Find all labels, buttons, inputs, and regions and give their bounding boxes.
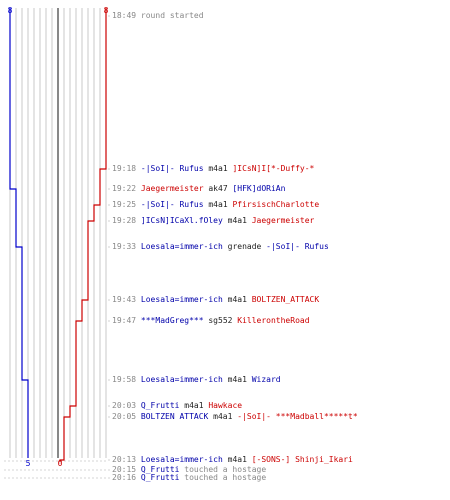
log-text: -|SoI|- Rufus xyxy=(266,242,329,251)
log-text: -|SoI|- Rufus xyxy=(140,164,204,173)
log-text: ]ICsN]I[*-Duffy-* xyxy=(232,164,315,173)
log-text: Jaegermeister xyxy=(140,184,204,193)
log-row: 19:25 -|SoI|- Rufus m4a1 PfirsischCharlo… xyxy=(112,200,319,210)
log-time: 19:43 xyxy=(112,295,137,304)
log-text: touched a hostage xyxy=(179,473,267,482)
log-row: 20:16 Q_Frutti touched a hostage xyxy=(112,473,266,483)
log-text: -|SoI|- ***Madball*****t* xyxy=(237,412,358,421)
log-text: m4a1 xyxy=(208,412,238,421)
log-text: Loesala=immer-ich xyxy=(140,375,223,384)
log-text: -|SoI|- Rufus xyxy=(140,200,204,209)
log-time: 20:03 xyxy=(112,401,137,410)
log-row: 20:03 Q_Frutti m4a1 Hawkace xyxy=(112,401,242,411)
log-row: 18:49 round started xyxy=(112,11,204,21)
chart-grid xyxy=(9,8,107,458)
log-text: Hawkace xyxy=(208,401,243,410)
log-text: m4a1 xyxy=(222,216,252,225)
log-text: m4a1 xyxy=(203,164,233,173)
log-text: m4a1 xyxy=(222,455,252,464)
log-row: 19:47 ***MadGreg*** sg552 KillerontheRoa… xyxy=(112,316,310,326)
log-time: 20:15 xyxy=(112,465,137,474)
log-text: ***MadGreg*** xyxy=(140,316,204,325)
log-text: m4a1 xyxy=(222,375,252,384)
red-start-label: 8 xyxy=(104,6,109,15)
log-text: round started xyxy=(140,11,204,20)
blue-start-label: 8 xyxy=(8,6,13,15)
blue-team-line xyxy=(9,8,29,458)
red-team-line xyxy=(59,8,107,462)
log-row: 19:22 Jaegermeister ak47 [HFK]dORiAn xyxy=(112,184,285,194)
log-text: [HFK]dORiAn xyxy=(232,184,286,193)
log-text: PfirsischCharlotte xyxy=(232,200,320,209)
log-time: 20:16 xyxy=(112,473,137,482)
log-text: Loesala=immer-ich xyxy=(140,295,223,304)
log-text: m4a1 xyxy=(203,200,233,209)
log-text: touched a hostage xyxy=(179,465,267,474)
log-time: 19:22 xyxy=(112,184,137,193)
log-row: 19:28 ]ICsN]ICaXl.fOley m4a1 Jaegermeist… xyxy=(112,216,314,226)
log-row: 19:18 -|SoI|- Rufus m4a1 ]ICsN]I[*-Duffy… xyxy=(112,164,314,174)
log-text: Q_Frutti xyxy=(140,401,180,410)
log-text: KillerontheRoad xyxy=(237,316,310,325)
log-row: 20:13 Loesala=immer-ich m4a1 [-SONS-] Sh… xyxy=(112,455,353,465)
red-end-label: 0 xyxy=(58,459,63,468)
log-text: [-SONS-] Shinji_Ikari xyxy=(251,455,353,464)
event-connector-lines xyxy=(4,15,110,479)
log-time: 19:18 xyxy=(112,164,137,173)
log-time: 20:13 xyxy=(112,455,137,464)
log-time: 19:33 xyxy=(112,242,137,251)
log-text: sg552 xyxy=(203,316,238,325)
log-time: 19:25 xyxy=(112,200,137,209)
log-text: Jaegermeister xyxy=(251,216,315,225)
log-text: BOLTZEN_ATTACK xyxy=(251,295,320,304)
log-row: 20:15 Q_Frutti touched a hostage xyxy=(112,465,266,475)
log-text: ak47 xyxy=(203,184,233,193)
log-text: Loesala=immer-ich xyxy=(140,242,223,251)
log-time: 20:05 xyxy=(112,412,137,421)
log-row: 19:33 Loesala=immer-ich grenade -|SoI|- … xyxy=(112,242,329,252)
log-text: Q_Frutti xyxy=(140,473,180,482)
log-text: m4a1 xyxy=(179,401,209,410)
blue-end-label: 5 xyxy=(26,459,31,468)
log-text: Loesala=immer-ich xyxy=(140,455,223,464)
log-time: 19:58 xyxy=(112,375,137,384)
log-text: ]ICsN]ICaXl.fOley xyxy=(140,216,223,225)
log-text: BOLTZEN ATTACK xyxy=(140,412,209,421)
log-text: Wizard xyxy=(251,375,281,384)
log-text: m4a1 xyxy=(222,295,252,304)
log-time: 19:28 xyxy=(112,216,137,225)
log-time: 19:47 xyxy=(112,316,137,325)
log-text: grenade xyxy=(222,242,267,251)
log-row: 19:58 Loesala=immer-ich m4a1 Wizard xyxy=(112,375,281,385)
log-text: Q_Frutti xyxy=(140,465,180,474)
log-row: 20:05 BOLTZEN ATTACK m4a1 -|SoI|- ***Mad… xyxy=(112,412,358,422)
log-row: 19:43 Loesala=immer-ich m4a1 BOLTZEN_ATT… xyxy=(112,295,319,305)
log-time: 18:49 xyxy=(112,11,137,20)
